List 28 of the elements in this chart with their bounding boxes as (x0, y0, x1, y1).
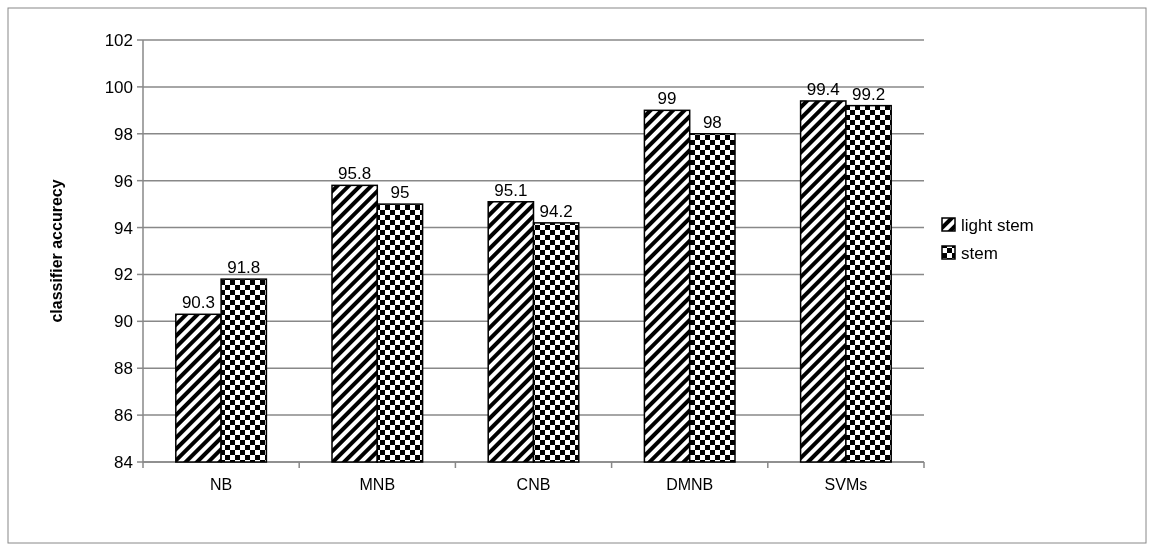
y-tick-label: 96 (114, 171, 133, 191)
data-label: 90.3 (181, 293, 215, 313)
data-label: 99 (657, 89, 677, 109)
legend-label: light stem (961, 215, 1034, 235)
x-tick-label: SVMs (824, 476, 868, 493)
y-tick-label: 84 (114, 452, 133, 472)
y-tick-label: 94 (114, 218, 133, 238)
y-tick-label: 88 (114, 359, 133, 379)
x-tick-label: CNB (516, 476, 551, 493)
y-tick-label: 100 (104, 77, 133, 97)
y-tick-label: 98 (114, 124, 133, 144)
y-tick-label: 92 (114, 265, 133, 285)
y-axis-title: classifier accurecy (48, 179, 65, 323)
legend-label: stem (961, 243, 998, 263)
data-label: 98 (702, 112, 722, 132)
x-tick-label: DMNB (666, 476, 714, 493)
data-label: 95.1 (494, 180, 528, 200)
data-label: 99.4 (806, 79, 840, 99)
y-tick-label: 102 (104, 30, 133, 50)
data-label: 91.8 (227, 258, 261, 278)
x-tick-label: MNB (359, 476, 396, 493)
data-label: 95 (390, 183, 410, 203)
data-label: 94.2 (539, 201, 573, 221)
y-tick-label: 86 (114, 406, 133, 426)
data-label: 99.2 (852, 84, 886, 104)
y-tick-label: 90 (114, 312, 133, 332)
data-label: 95.8 (338, 164, 372, 184)
x-tick-label: NB (209, 476, 233, 493)
